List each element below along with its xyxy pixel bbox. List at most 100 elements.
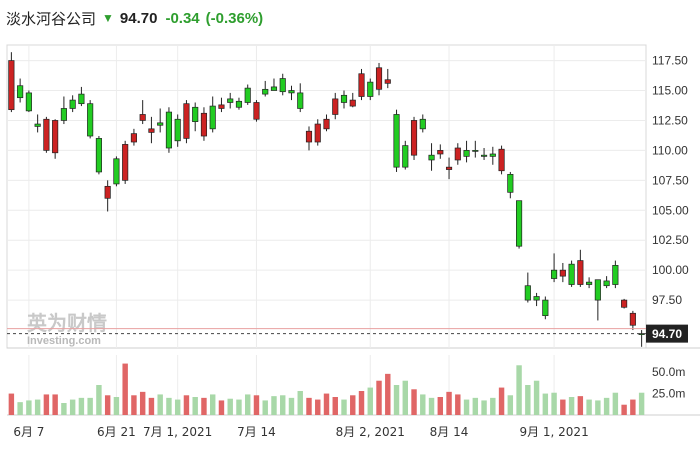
volume-bar [560,399,566,415]
volume-bar [472,397,479,415]
volume-bars [8,363,645,415]
candle-body[interactable] [410,120,418,156]
candle-body[interactable] [270,86,278,91]
candle-body[interactable] [568,263,575,285]
stock-title: 淡水河谷公司 [6,9,97,28]
candle-body[interactable] [148,128,155,133]
volume-bar [507,395,514,415]
candle-body[interactable] [314,123,321,143]
candle-body[interactable] [69,99,76,109]
candle-body[interactable] [43,118,50,151]
candle-body[interactable] [586,281,593,285]
candle-body[interactable] [428,154,435,161]
candle-body[interactable] [87,103,94,137]
candle-body[interactable] [551,269,558,279]
candle-body[interactable] [52,120,59,154]
candle-body[interactable] [437,150,444,155]
candle-body[interactable] [253,102,260,120]
candle-body[interactable] [603,280,610,287]
candle-body[interactable] [227,98,234,103]
volume-bar [131,395,137,415]
candle-body[interactable] [139,114,146,121]
candle-body[interactable] [516,200,523,247]
candle-body[interactable] [367,81,374,97]
volume-bar [332,397,338,415]
candle-body[interactable] [402,145,409,168]
candle-body[interactable] [393,114,400,168]
candle-body[interactable] [559,269,566,277]
price-candles [8,52,645,347]
candle-body[interactable] [279,78,286,93]
candle-body[interactable] [122,144,129,181]
candle-body[interactable] [349,99,356,107]
candle-body[interactable] [209,105,216,130]
candle-body[interactable] [419,118,426,130]
candle-body[interactable] [577,260,584,285]
volume-bar [262,400,268,415]
candle-body[interactable] [542,299,549,317]
volume-bar [69,399,76,415]
volume-bar [341,399,347,415]
volume-bar [139,391,146,415]
candle-body[interactable] [262,88,269,95]
candle-body[interactable] [498,148,505,172]
volume-bar [420,394,426,415]
candle-body[interactable] [288,90,295,94]
price-tick-label: 105.00 [652,203,689,217]
candle-body[interactable] [95,138,102,173]
candle-body[interactable] [60,108,67,121]
candle-body[interactable] [612,265,619,285]
candle-body[interactable] [375,67,383,90]
candle-body[interactable] [25,92,32,112]
volume-bar [516,365,522,415]
candle-body[interactable] [78,93,85,105]
candle-body[interactable] [480,154,488,157]
candle-body[interactable] [524,285,531,301]
candle-body[interactable] [594,279,601,301]
volume-bar [323,393,330,415]
candle-body[interactable] [454,147,461,161]
candle-body[interactable] [332,98,339,115]
candle-body[interactable] [235,100,243,108]
candle-body[interactable] [445,166,453,170]
candle-body[interactable] [244,87,251,103]
candle-body[interactable] [297,92,304,109]
volume-bar [428,397,435,415]
candle-body[interactable] [621,299,628,308]
candle-body[interactable] [384,79,391,84]
price-change-percent: (-0.36%) [205,9,264,27]
volume-bar [568,397,575,415]
candle-body[interactable] [472,150,479,152]
candle-body[interactable] [218,104,225,109]
candle-body[interactable] [113,158,120,185]
candle-body[interactable] [174,118,181,142]
candle-body[interactable] [183,103,190,139]
candle-body[interactable] [305,130,313,143]
candle-body[interactable] [34,123,41,127]
candle-body[interactable] [533,296,540,301]
candle-body[interactable] [104,185,111,199]
candle-body[interactable] [200,112,208,137]
volume-bar [78,397,85,415]
candle-body[interactable] [157,122,164,126]
candle-body[interactable] [323,118,330,130]
volume-bar [393,385,400,415]
time-tick-label: 7月 1, 2021 [143,425,212,439]
chart-header: 淡水河谷公司 ▼ 94.70 -0.34 (-0.36%) [6,6,269,30]
candle-body[interactable] [489,153,496,157]
candle-body[interactable] [629,312,636,326]
candle-body[interactable] [165,111,173,149]
time-tick-label: 7月 14 [237,425,276,439]
candle-body[interactable] [463,150,470,157]
candle-body[interactable] [358,73,365,97]
candle-body[interactable] [130,133,137,143]
volume-bar [26,400,32,415]
candle-body[interactable] [340,94,348,103]
candle-body[interactable] [17,85,24,99]
candle-body[interactable] [8,60,15,111]
candle-body[interactable] [507,173,514,193]
candle-body[interactable] [192,106,199,122]
volume-bar [621,404,627,415]
volume-bar [288,397,295,415]
